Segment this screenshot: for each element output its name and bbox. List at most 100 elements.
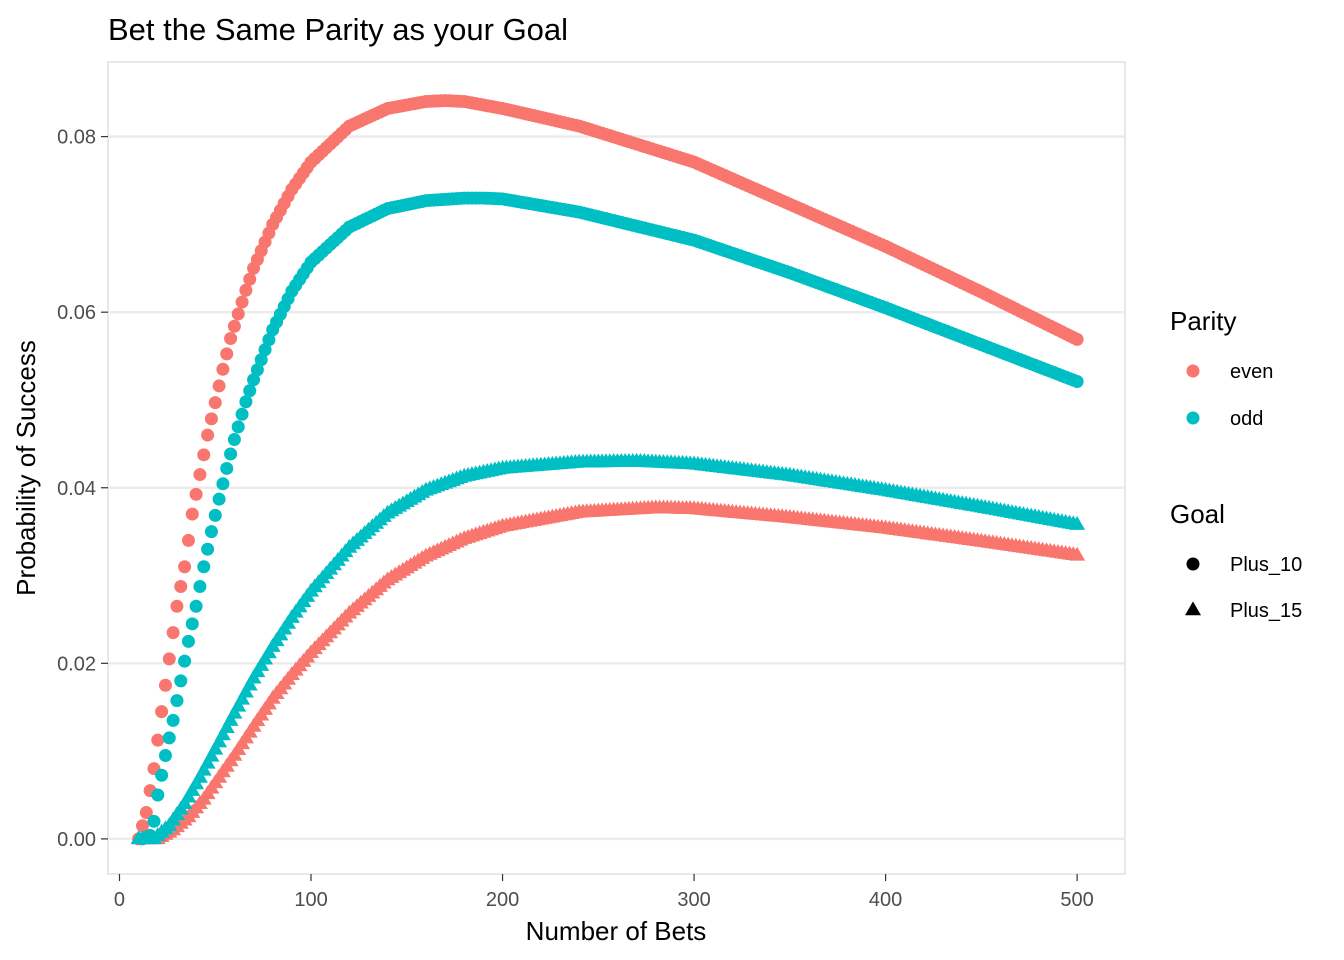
data-point [158, 678, 172, 692]
data-point [170, 599, 184, 613]
x-tick-label: 400 [869, 889, 902, 911]
data-point [218, 719, 235, 734]
data-point [220, 347, 234, 361]
y-tick-label: 0.00 [57, 829, 96, 851]
data-point [139, 806, 153, 820]
data-point [239, 283, 253, 297]
data-point [1070, 332, 1084, 346]
data-point [189, 487, 203, 501]
data-point [208, 396, 222, 410]
data-point [262, 333, 276, 347]
data-point [216, 477, 230, 491]
data-point [201, 428, 215, 442]
data-point [189, 599, 203, 613]
legend-item-label: odd [1230, 408, 1263, 430]
legend-title: Goal [1170, 499, 1225, 529]
data-points [130, 94, 1086, 846]
data-point [216, 362, 230, 376]
data-point [239, 395, 253, 409]
y-tick-label: 0.02 [57, 653, 96, 675]
x-tick-label: 300 [677, 889, 710, 911]
data-point [241, 676, 258, 691]
data-point [226, 704, 243, 719]
data-point [212, 492, 226, 506]
data-point [224, 447, 238, 461]
data-point [203, 747, 220, 762]
legend-0: Parity even odd [1170, 306, 1273, 430]
data-point [204, 525, 218, 539]
data-point [234, 690, 251, 705]
data-point [185, 617, 199, 631]
data-point [258, 343, 272, 357]
data-point [174, 674, 188, 688]
data-point [235, 295, 249, 309]
legend-item-label: Plus_10 [1230, 554, 1302, 576]
data-point [208, 508, 222, 522]
chart-title: Bet the Same Parity as your Goal [108, 12, 568, 47]
series-even-Plus_10 [132, 94, 1084, 846]
data-point [227, 319, 241, 333]
data-point [250, 363, 264, 377]
data-point [195, 761, 212, 776]
data-point [166, 626, 180, 640]
data-point [243, 384, 257, 398]
data-point [162, 652, 176, 666]
data-point [181, 634, 195, 648]
x-tick-label: 500 [1060, 889, 1093, 911]
x-axis: 0 100 200 300 400 500 [114, 874, 1094, 911]
data-point [1069, 516, 1086, 530]
data-point [235, 407, 249, 421]
y-axis-title: Probability of Success [11, 340, 41, 596]
data-point [222, 711, 239, 726]
y-tick-label: 0.08 [57, 127, 96, 149]
data-point [224, 332, 238, 346]
data-point [204, 412, 218, 426]
data-point [1069, 546, 1086, 561]
data-point [227, 432, 241, 446]
data-point [155, 768, 169, 782]
data-point [191, 768, 208, 783]
legend: Parity even odd Goal Plus_10 Plus_15 [1170, 306, 1302, 622]
x-tick-label: 100 [294, 889, 327, 911]
legend-title: Parity [1170, 306, 1236, 336]
data-point [254, 353, 268, 367]
data-point [174, 580, 188, 594]
series-even-Plus_15 [130, 499, 1086, 845]
data-point [199, 754, 216, 769]
legend-key [1185, 601, 1201, 616]
data-point [231, 420, 245, 434]
x-tick-label: 0 [114, 889, 125, 911]
data-point [185, 507, 199, 521]
data-point [151, 788, 165, 802]
data-point [220, 461, 234, 475]
y-tick-label: 0.06 [57, 302, 96, 324]
data-point [147, 814, 161, 828]
y-tick-label: 0.04 [57, 478, 96, 500]
data-point [166, 713, 180, 727]
data-point [243, 272, 257, 286]
data-point [178, 560, 192, 574]
series-odd-Plus_15 [130, 452, 1086, 845]
data-point [201, 542, 215, 556]
data-point [197, 560, 211, 574]
data-point [212, 379, 226, 393]
data-point [197, 448, 211, 462]
plot-area [107, 61, 1126, 875]
legend-key [1186, 557, 1200, 571]
data-point [170, 694, 184, 708]
y-axis: 0.00 0.02 0.04 0.06 0.08 [57, 127, 108, 851]
data-point [214, 726, 231, 741]
data-point [178, 654, 192, 668]
data-point [181, 533, 195, 547]
data-point [158, 748, 172, 762]
legend-1: Goal Plus_10 Plus_15 [1170, 499, 1302, 622]
data-point [151, 733, 165, 747]
data-point [135, 819, 149, 833]
data-point [193, 468, 207, 482]
legend-item-label: even [1230, 361, 1273, 383]
data-point [162, 731, 176, 745]
data-point [207, 740, 224, 755]
x-axis-title: Number of Bets [526, 916, 707, 946]
data-point [211, 733, 228, 748]
